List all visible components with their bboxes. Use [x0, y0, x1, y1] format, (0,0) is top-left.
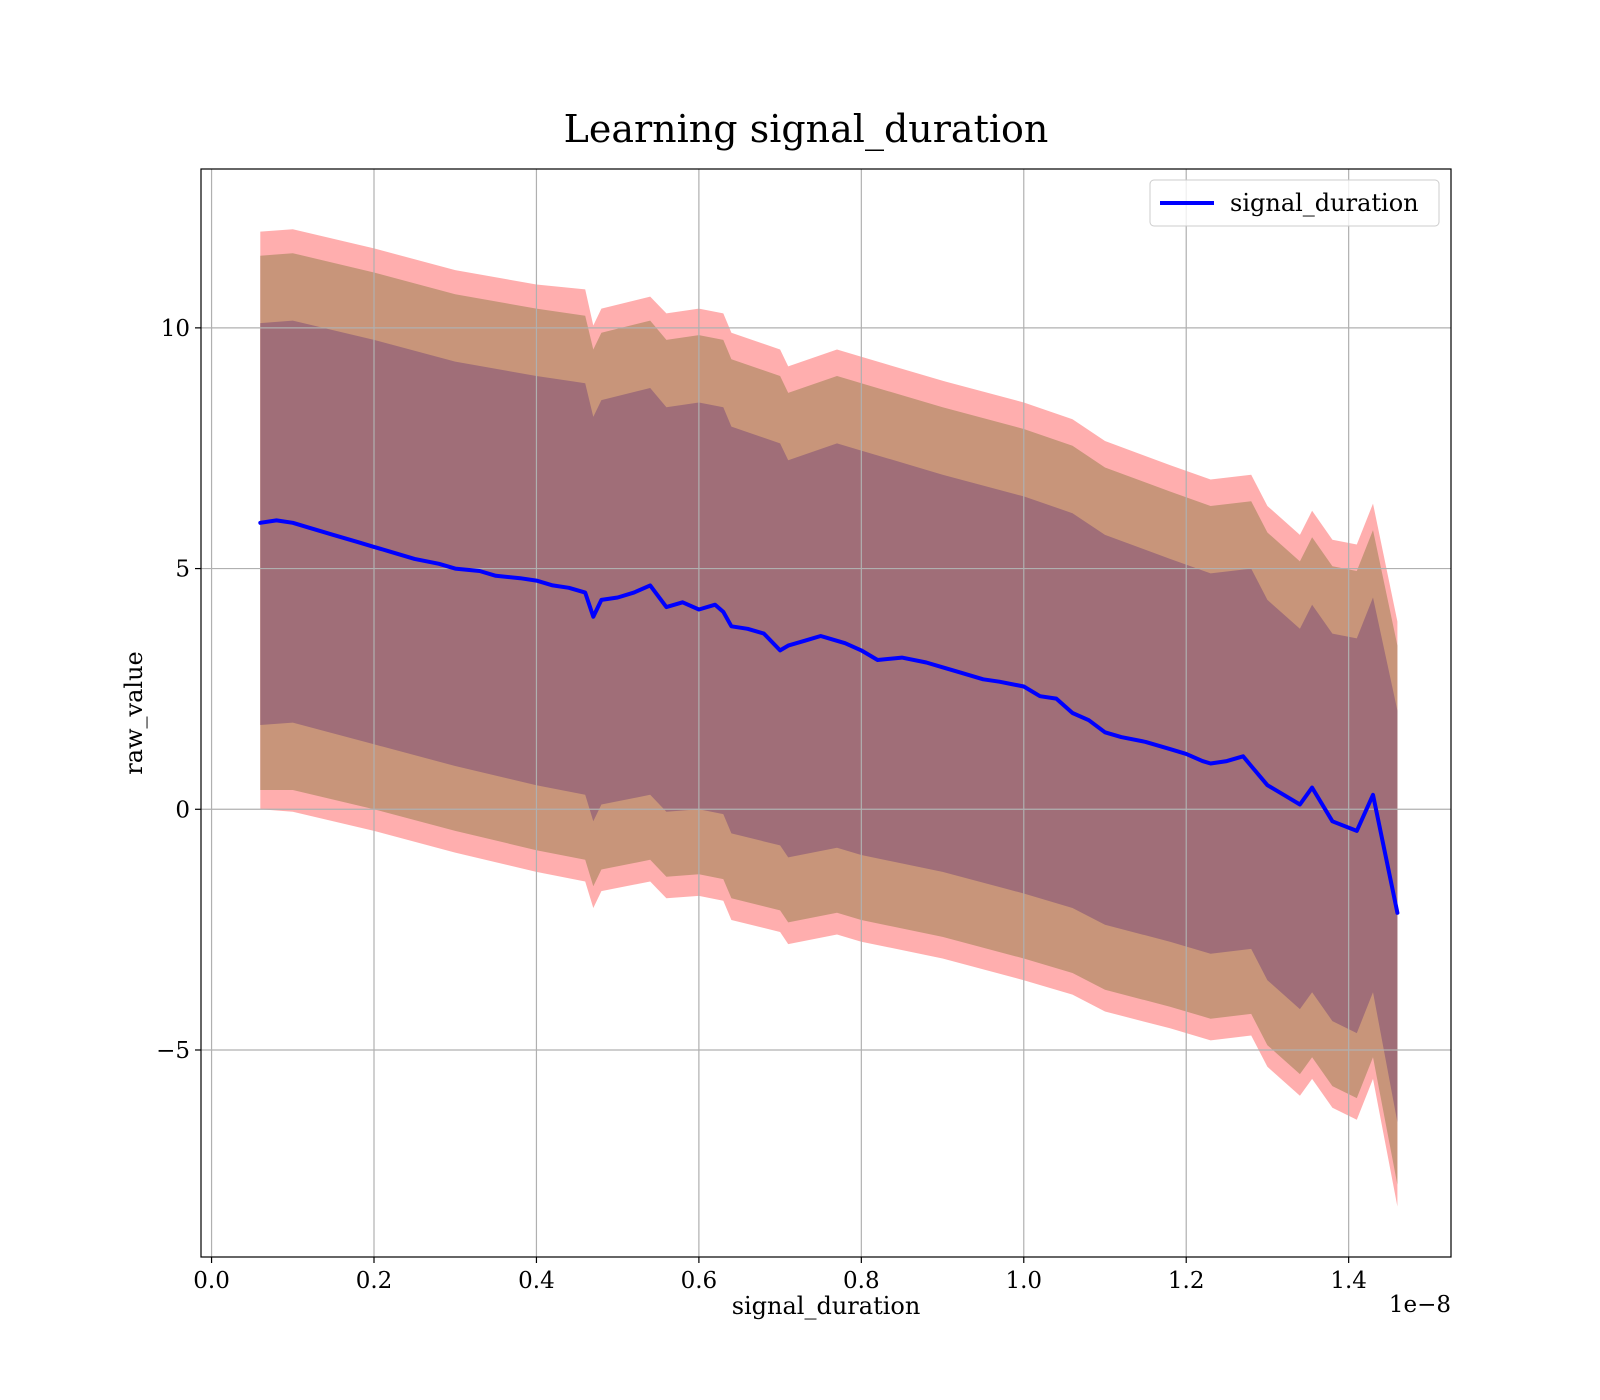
confidence-bands: [260, 229, 1398, 1207]
plot-frame: [200, 168, 1452, 1258]
series-lines: [258, 518, 1400, 915]
y-tick-label: 10: [161, 316, 190, 342]
x-axis-offset-label: 1e−8: [1389, 1292, 1451, 1318]
x-tick-label: 0.8: [843, 1268, 880, 1294]
y-axis-label: raw_value: [120, 651, 148, 775]
y-tick-label: 0: [175, 797, 190, 823]
y-tick-label: 5: [175, 557, 190, 583]
grid-lines: [201, 169, 1451, 1257]
confidence-band-3: [260, 320, 1398, 1123]
legend-label: signal_duration: [1230, 189, 1419, 217]
chart-title: Learning signal_duration: [564, 107, 1049, 152]
x-tick-label: 0.6: [681, 1268, 718, 1294]
x-tick-label: 1.4: [1330, 1268, 1367, 1294]
x-tick-label: 0.4: [518, 1268, 555, 1294]
legend: signal_duration: [1149, 179, 1440, 227]
x-tick-label: 1.0: [1005, 1268, 1042, 1294]
x-axis-label: signal_duration: [732, 1292, 921, 1320]
x-tick-label: 1.2: [1168, 1268, 1205, 1294]
series-line-signal_duration: [258, 518, 1400, 915]
y-axis-ticks: −5 0 5 10: [156, 316, 201, 1064]
x-tick-label: 0.0: [193, 1268, 230, 1294]
legend-box: [1149, 179, 1440, 227]
x-axis-ticks: 0.0 0.2 0.4 0.6 0.8 1.0 1.2 1.4: [193, 1257, 1367, 1294]
y-tick-label: −5: [156, 1038, 190, 1064]
x-tick-label: 0.2: [356, 1268, 393, 1294]
